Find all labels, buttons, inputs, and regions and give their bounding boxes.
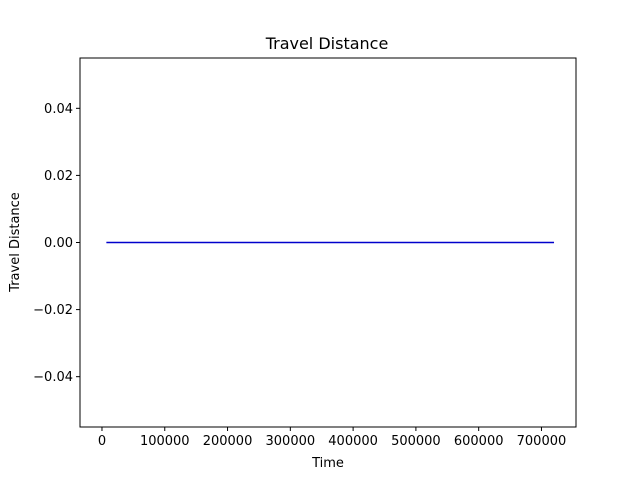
x-tick-label: 600000: [454, 434, 504, 449]
x-tick-label: 0: [98, 434, 106, 449]
x-tick-label: 300000: [266, 434, 316, 449]
y-tick-label: −0.02: [33, 303, 73, 318]
x-tick-label: 100000: [140, 434, 190, 449]
y-tick-label: 0.00: [44, 236, 73, 251]
y-tick-label: 0.04: [44, 102, 73, 117]
chart-title: Travel Distance: [265, 34, 389, 53]
x-tick-label: 400000: [328, 434, 378, 449]
x-tick-label: 500000: [391, 434, 441, 449]
plot-frame: [79, 57, 577, 428]
x-axis-label: Time: [311, 456, 344, 471]
y-tick-label: −0.04: [33, 370, 73, 385]
y-tick-label: 0.02: [44, 169, 73, 184]
x-axis-ticks: 0 100000 200000 300000 400000 500000 600000 700…: [98, 427, 566, 449]
x-tick-label: 200000: [203, 434, 253, 449]
y-axis-ticks: −0.04 −0.02 0.00 0.02 0.04: [33, 102, 80, 385]
x-tick-label: 700000: [517, 434, 567, 449]
y-axis-label: Travel Distance: [8, 192, 23, 293]
